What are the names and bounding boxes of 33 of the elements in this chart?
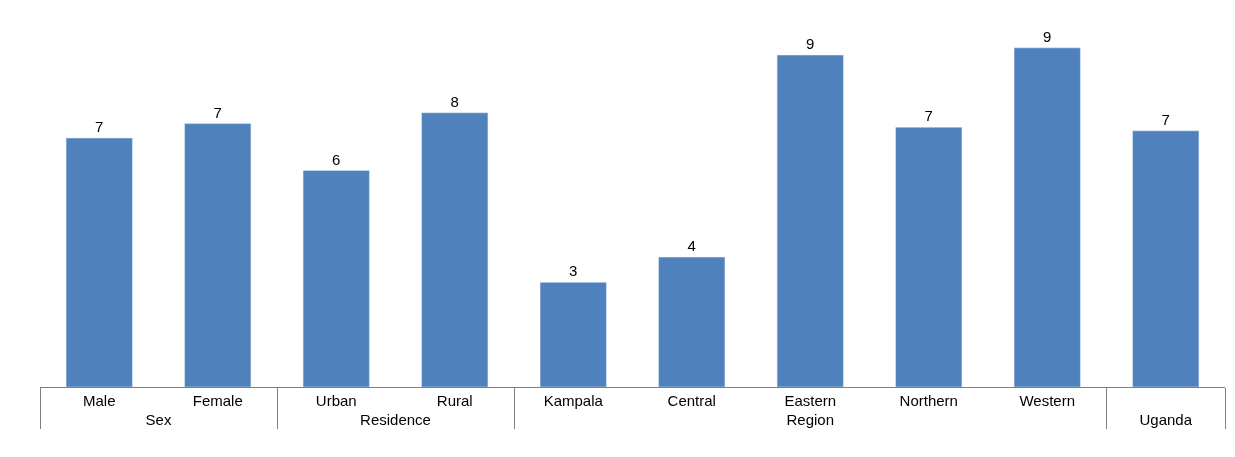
data-label: 9 bbox=[806, 35, 815, 53]
data-label: 3 bbox=[569, 262, 578, 280]
bar bbox=[65, 137, 133, 387]
category-label: Kampala bbox=[543, 392, 603, 409]
category-label: Urban bbox=[315, 392, 357, 409]
data-label: 4 bbox=[687, 237, 696, 255]
category-label: Residence bbox=[360, 411, 431, 428]
data-label: 8 bbox=[450, 92, 459, 110]
category-label: Male bbox=[82, 392, 116, 409]
bar bbox=[895, 126, 963, 387]
category-label: Rural bbox=[436, 392, 473, 409]
bar bbox=[421, 112, 489, 387]
category-label: Region bbox=[786, 411, 835, 428]
data-label: 6 bbox=[332, 150, 341, 168]
category-label: Western bbox=[1019, 392, 1076, 409]
bar bbox=[302, 170, 370, 387]
bar bbox=[776, 54, 844, 387]
category-label: Northern bbox=[899, 392, 958, 409]
data-label: 9 bbox=[1043, 27, 1052, 45]
data-label: 7 bbox=[1161, 110, 1170, 128]
category-label: Eastern bbox=[784, 392, 837, 409]
bar bbox=[184, 123, 252, 387]
category-label: Female bbox=[192, 392, 243, 409]
category-label: Central bbox=[667, 392, 716, 409]
bar bbox=[658, 256, 726, 387]
bar bbox=[1132, 130, 1200, 387]
data-label: 7 bbox=[95, 118, 104, 136]
bar bbox=[539, 282, 607, 387]
category-label: Sex bbox=[145, 411, 172, 428]
category-label: Uganda bbox=[1139, 411, 1193, 428]
data-label: 7 bbox=[924, 107, 933, 125]
data-label: 7 bbox=[213, 103, 222, 121]
bar bbox=[1013, 47, 1081, 387]
